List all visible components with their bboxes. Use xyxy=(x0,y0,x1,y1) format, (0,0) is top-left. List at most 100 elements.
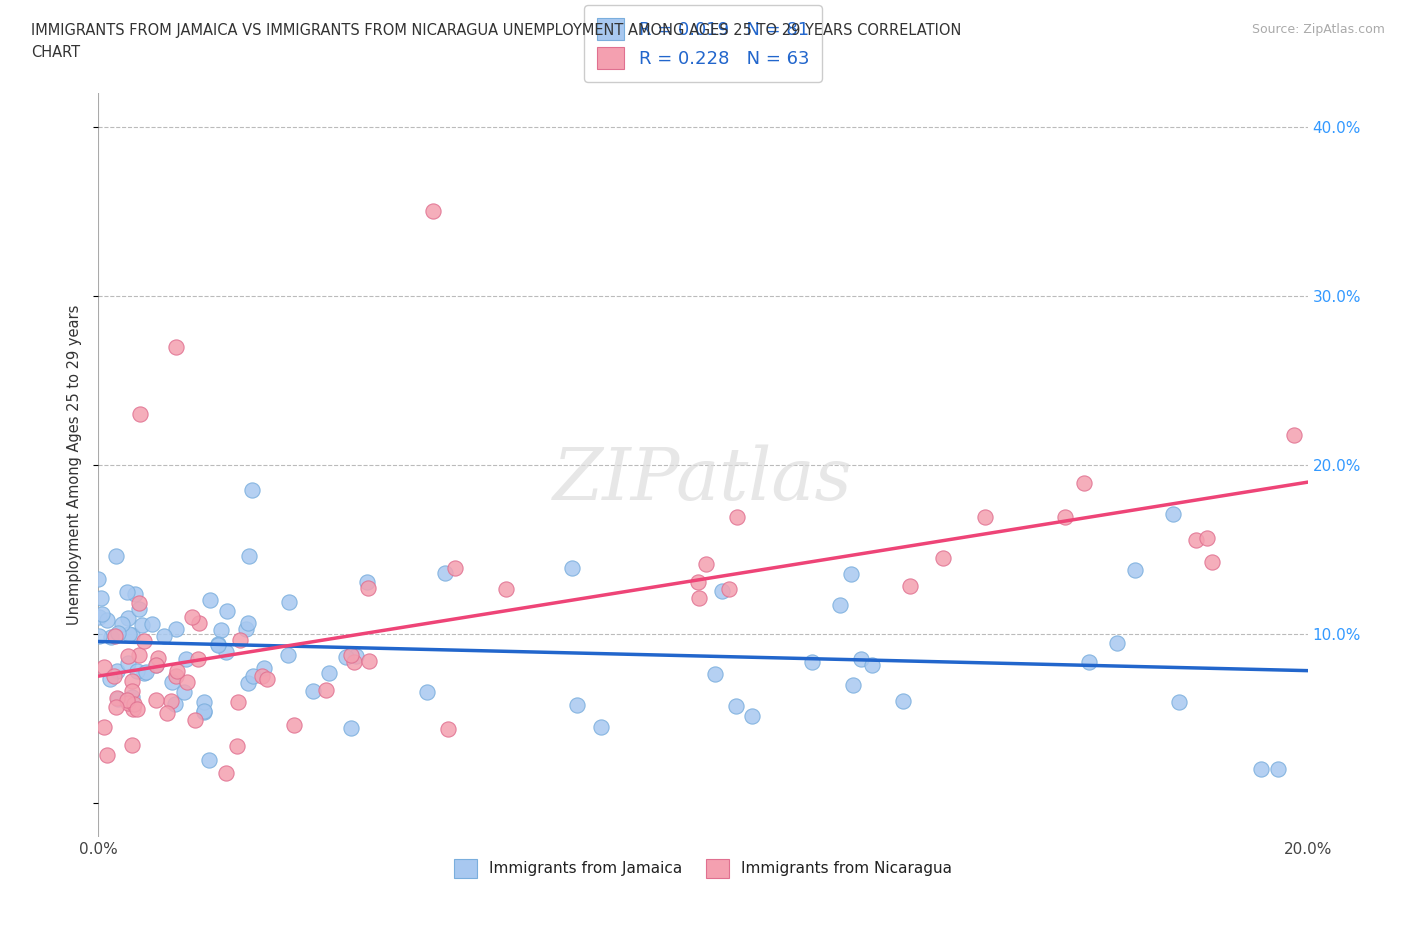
Point xyxy=(801,655,824,670)
Point xyxy=(495,581,517,596)
Point xyxy=(253,661,276,676)
Point xyxy=(1163,507,1185,522)
Point xyxy=(124,587,146,602)
Point xyxy=(165,669,187,684)
Point xyxy=(335,650,357,665)
Text: IMMIGRANTS FROM JAMAICA VS IMMIGRANTS FROM NICARAGUA UNEMPLOYMENT AMONG AGES 25 : IMMIGRANTS FROM JAMAICA VS IMMIGRANTS FR… xyxy=(31,23,962,38)
Point xyxy=(117,656,139,671)
Point xyxy=(1250,762,1272,777)
Point xyxy=(973,510,995,525)
Point xyxy=(90,606,112,621)
Point xyxy=(198,752,221,767)
Point xyxy=(121,690,143,705)
Point xyxy=(416,684,439,699)
Point xyxy=(591,719,613,734)
Point xyxy=(704,667,727,682)
Point xyxy=(238,549,260,564)
Point xyxy=(340,647,363,662)
Point xyxy=(209,622,232,637)
Point xyxy=(96,747,118,762)
Point xyxy=(688,591,710,605)
Point xyxy=(93,660,115,675)
Point xyxy=(343,655,366,670)
Point xyxy=(695,557,717,572)
Point xyxy=(107,626,129,641)
Point xyxy=(174,652,197,667)
Point xyxy=(125,702,148,717)
Point xyxy=(725,510,748,525)
Point xyxy=(860,658,883,672)
Point xyxy=(104,629,127,644)
Point xyxy=(160,694,183,709)
Point xyxy=(105,664,128,679)
Point xyxy=(132,666,155,681)
Point xyxy=(277,595,299,610)
Point xyxy=(193,695,215,710)
Point xyxy=(849,652,872,667)
Point xyxy=(1054,510,1077,525)
Point xyxy=(686,575,709,590)
Point xyxy=(173,684,195,699)
Point xyxy=(229,632,252,647)
Point xyxy=(200,592,222,607)
Point xyxy=(215,604,238,618)
Point xyxy=(1123,562,1146,577)
Point xyxy=(117,696,139,711)
Point xyxy=(315,683,337,698)
Point xyxy=(318,666,340,681)
Point xyxy=(357,581,380,596)
Point xyxy=(215,644,238,659)
Point xyxy=(1201,554,1223,569)
Point xyxy=(240,483,263,498)
Point xyxy=(135,665,157,680)
Point xyxy=(207,636,229,651)
Point xyxy=(193,705,215,720)
Point xyxy=(235,621,257,636)
Point xyxy=(898,578,921,593)
Point xyxy=(356,575,378,590)
Point xyxy=(741,709,763,724)
Point xyxy=(1078,655,1101,670)
Point xyxy=(146,651,169,666)
Point xyxy=(87,572,110,587)
Point xyxy=(238,616,260,631)
Point xyxy=(842,678,865,693)
Point xyxy=(434,565,457,580)
Point xyxy=(1073,476,1095,491)
Point xyxy=(1282,427,1305,442)
Point xyxy=(115,693,138,708)
Point xyxy=(1168,695,1191,710)
Point xyxy=(121,628,143,643)
Text: CHART: CHART xyxy=(31,45,80,60)
Point xyxy=(122,696,145,711)
Point xyxy=(839,567,862,582)
Point xyxy=(128,596,150,611)
Point xyxy=(134,634,156,649)
Point xyxy=(561,561,583,576)
Point xyxy=(121,738,143,753)
Point xyxy=(117,627,139,642)
Point xyxy=(127,664,149,679)
Point xyxy=(711,583,734,598)
Point xyxy=(122,701,145,716)
Point xyxy=(1184,533,1206,548)
Point xyxy=(111,617,134,631)
Point xyxy=(163,697,186,711)
Point xyxy=(87,629,110,644)
Point xyxy=(340,721,363,736)
Point xyxy=(121,673,143,688)
Point xyxy=(145,658,167,672)
Point xyxy=(359,654,381,669)
Point xyxy=(156,706,179,721)
Point xyxy=(166,663,188,678)
Legend: Immigrants from Jamaica, Immigrants from Nicaragua: Immigrants from Jamaica, Immigrants from… xyxy=(447,851,959,885)
Point xyxy=(830,598,852,613)
Point xyxy=(1267,762,1289,777)
Point xyxy=(193,704,215,719)
Point xyxy=(105,549,128,564)
Point xyxy=(93,720,115,735)
Point xyxy=(90,591,112,605)
Point xyxy=(107,692,129,707)
Point xyxy=(277,647,299,662)
Point xyxy=(117,648,139,663)
